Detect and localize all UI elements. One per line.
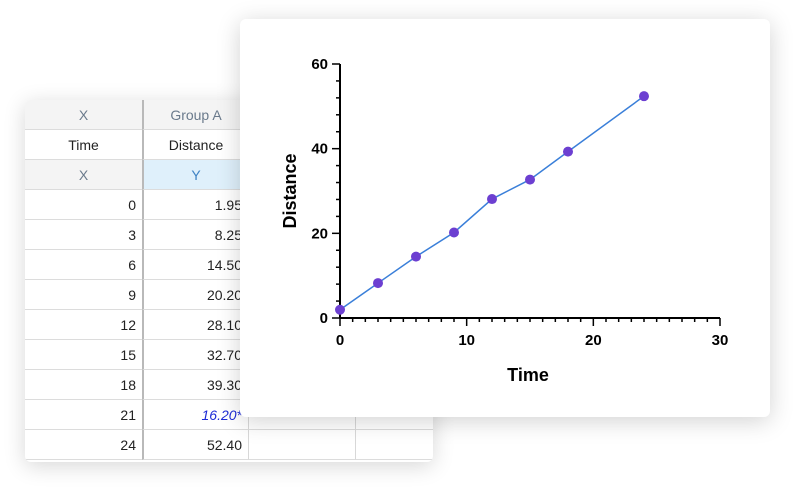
line-chart: 0 20 40 60 0 10 20 30 Time Distance bbox=[280, 56, 729, 385]
data-point bbox=[639, 91, 649, 102]
data-point bbox=[335, 304, 345, 315]
y-axis-title: Distance bbox=[280, 153, 300, 228]
x-tick-label: 10 bbox=[458, 332, 475, 349]
y-tick-label: 20 bbox=[311, 225, 328, 242]
data-point bbox=[487, 194, 497, 205]
x-tick-label: 0 bbox=[336, 332, 344, 349]
column-header-group-a[interactable]: Group A bbox=[142, 100, 248, 130]
cell-y[interactable]: 32.70 bbox=[142, 340, 248, 370]
subcolumn-x[interactable]: X bbox=[25, 160, 142, 190]
cell-y[interactable]: 8.25 bbox=[142, 220, 248, 250]
cell-x[interactable]: 12 bbox=[25, 310, 142, 340]
y-tick-label: 0 bbox=[320, 310, 328, 327]
cell-y[interactable]: 28.10 bbox=[142, 310, 248, 340]
cell-y[interactable]: 39.30 bbox=[142, 370, 248, 400]
cell-x[interactable]: 15 bbox=[25, 340, 142, 370]
y-tick-label: 40 bbox=[311, 141, 328, 158]
cell-y[interactable]: 14.50 bbox=[142, 250, 248, 280]
column-header-x[interactable]: X bbox=[25, 100, 142, 130]
data-point bbox=[449, 227, 459, 238]
cell-empty[interactable] bbox=[248, 430, 355, 460]
cell-x[interactable]: 24 bbox=[25, 430, 142, 460]
cell-y[interactable]: 1.95 bbox=[142, 190, 248, 220]
data-point bbox=[563, 146, 573, 157]
cell-x[interactable]: 6 bbox=[25, 250, 142, 280]
cell-x[interactable]: 3 bbox=[25, 220, 142, 250]
cell-y[interactable]: 16.20* bbox=[142, 400, 248, 430]
cell-empty[interactable] bbox=[355, 430, 433, 460]
data-point bbox=[373, 278, 383, 289]
cell-x[interactable]: 21 bbox=[25, 400, 142, 430]
cell-x[interactable]: 9 bbox=[25, 280, 142, 310]
cell-x[interactable]: 18 bbox=[25, 370, 142, 400]
subcolumn-y-selected[interactable]: Y bbox=[142, 160, 248, 190]
column-title-time[interactable]: Time bbox=[25, 130, 142, 160]
column-title-distance[interactable]: Distance bbox=[142, 130, 248, 160]
cell-y[interactable]: 52.40 bbox=[142, 430, 248, 460]
data-point bbox=[411, 251, 421, 262]
chart-card: 0 20 40 60 0 10 20 30 Time Distance bbox=[240, 19, 770, 417]
x-axis-title: Time bbox=[507, 365, 549, 385]
x-tick-label: 30 bbox=[712, 332, 729, 349]
cell-y[interactable]: 20.20 bbox=[142, 280, 248, 310]
x-tick-label: 20 bbox=[585, 332, 602, 349]
y-tick-label: 60 bbox=[311, 56, 328, 73]
cell-x[interactable]: 0 bbox=[25, 190, 142, 220]
series-line bbox=[339, 95, 645, 311]
data-point bbox=[525, 174, 535, 185]
table-row: 24 52.40 bbox=[25, 430, 433, 460]
